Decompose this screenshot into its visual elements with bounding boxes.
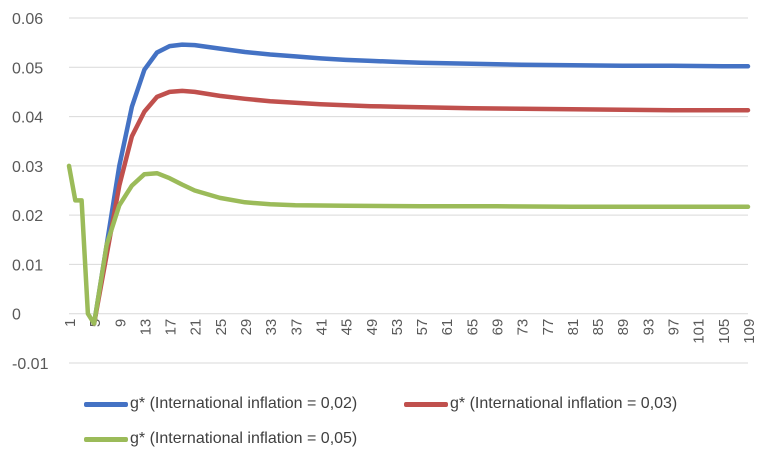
y-tick-label: 0.06 bbox=[12, 11, 43, 28]
x-tick-label: 85 bbox=[590, 319, 607, 336]
x-tick-label: 21 bbox=[188, 319, 205, 336]
x-tick-label: 93 bbox=[640, 319, 657, 336]
x-tick-label: 9 bbox=[112, 319, 129, 327]
x-tick-label: 105 bbox=[716, 319, 733, 344]
series-line-2 bbox=[91, 88, 751, 326]
x-tick-label: 17 bbox=[163, 319, 180, 336]
y-tick-label: 0.03 bbox=[12, 159, 43, 176]
x-tick-label: 69 bbox=[490, 319, 507, 336]
y-tick-label: 0.01 bbox=[12, 257, 43, 274]
x-tick-label: 29 bbox=[238, 319, 255, 336]
x-tick-label: 81 bbox=[565, 319, 582, 336]
x-tick-label: 49 bbox=[364, 319, 381, 336]
x-tick-label: 61 bbox=[439, 319, 456, 336]
series-line-3 bbox=[66, 163, 751, 326]
series-line-1 bbox=[91, 42, 751, 326]
x-tick-label: 53 bbox=[389, 319, 406, 336]
x-tick-label: 45 bbox=[339, 319, 356, 336]
x-tick-label: 25 bbox=[213, 319, 230, 336]
x-tick-label: 89 bbox=[615, 319, 632, 336]
x-tick-label: 109 bbox=[741, 319, 758, 344]
x-tick-label: 1 bbox=[62, 319, 79, 327]
x-tick-label: 13 bbox=[137, 319, 154, 336]
y-tick-label: 0 bbox=[12, 307, 21, 324]
x-tick-label: 77 bbox=[540, 319, 557, 336]
y-tick-label: 0.02 bbox=[12, 208, 43, 225]
x-tick-label: 41 bbox=[313, 319, 330, 336]
y-tick-label: 0.05 bbox=[12, 60, 43, 77]
x-tick-label: 97 bbox=[666, 319, 683, 336]
y-tick-label: -0.01 bbox=[12, 356, 49, 373]
x-tick-label: 33 bbox=[263, 319, 280, 336]
y-tick-label: 0.04 bbox=[12, 110, 43, 127]
x-tick-label: 57 bbox=[414, 319, 431, 336]
x-tick-label: 73 bbox=[515, 319, 532, 336]
x-tick-label: 37 bbox=[288, 319, 305, 336]
x-tick-label: 101 bbox=[691, 319, 708, 344]
x-tick-label: 65 bbox=[464, 319, 481, 336]
